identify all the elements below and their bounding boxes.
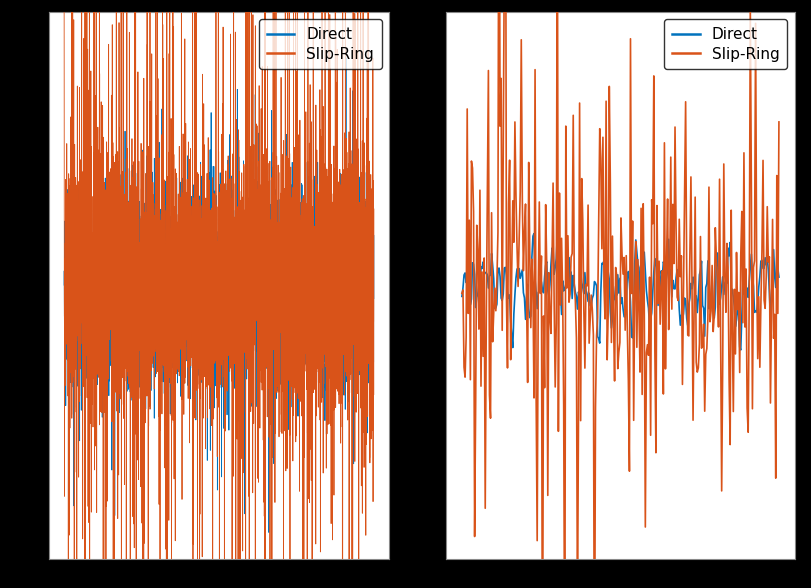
Legend: Direct, Slip-Ring: Direct, Slip-Ring [664, 19, 787, 69]
Legend: Direct, Slip-Ring: Direct, Slip-Ring [259, 19, 382, 69]
